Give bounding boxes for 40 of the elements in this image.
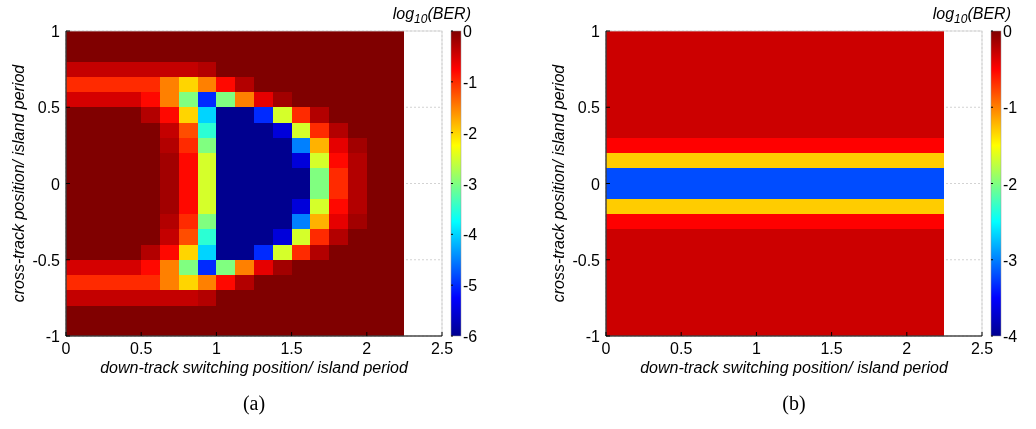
y-tick-label: 0.5 (37, 99, 61, 117)
x-tick-label: 1.5 (280, 340, 303, 357)
x-tick-label: 1 (211, 340, 221, 357)
color-bar-label: -1 (1003, 99, 1018, 117)
y-tick-label: 1 (591, 23, 601, 40)
y-axis-title: cross-track position/ island period (10, 63, 27, 303)
color-bar-label: 0 (463, 23, 472, 40)
y-tick-label: 0 (51, 175, 61, 193)
y-tick-label: 0.5 (577, 99, 601, 117)
x-axis-title: down-track switching position/ island period (640, 359, 949, 376)
color-bar-label: -3 (463, 175, 478, 193)
color-bar-label: 0 (1003, 23, 1012, 40)
color-bar-label: -4 (1003, 328, 1018, 345)
y-axis-title: cross-track position/ island period (550, 63, 567, 303)
x-axis-title: down-track switching position/ island period (100, 359, 409, 376)
y-tick-label: -0.5 (32, 251, 61, 269)
color-bar-label: -3 (1003, 251, 1018, 269)
x-tick-label: 0.5 (130, 340, 153, 357)
x-tick-label: 2.5 (430, 340, 454, 357)
color-bar-label: -5 (463, 277, 478, 295)
x-tick-label: 2 (902, 340, 912, 357)
x-tick-label: 2.5 (970, 340, 994, 357)
x-tick-label: 1 (751, 340, 761, 357)
color-bar-label: -2 (1003, 175, 1018, 193)
y-tick-label: -1 (585, 328, 601, 345)
color-bar-label: -4 (463, 226, 478, 244)
color-bar-label: -6 (463, 328, 478, 345)
text: (b) (782, 392, 806, 415)
color-bar-label: -2 (463, 124, 478, 142)
y-tick-label: 1 (51, 23, 61, 40)
x-tick-label: 1.5 (820, 340, 843, 357)
y-tick-label: -1 (45, 328, 61, 345)
color-bar-label: -1 (463, 73, 478, 91)
color-bar-title: log$_{10}$(BER) (932, 5, 1011, 26)
x-tick-label: 0.5 (670, 340, 693, 357)
color-bar-title: log$_{10}$(BER) (392, 5, 471, 26)
x-tick-label: 2 (362, 340, 372, 357)
y-tick-label: 0 (591, 175, 601, 193)
text: (a) (242, 392, 266, 415)
y-tick-label: -0.5 (572, 251, 601, 269)
